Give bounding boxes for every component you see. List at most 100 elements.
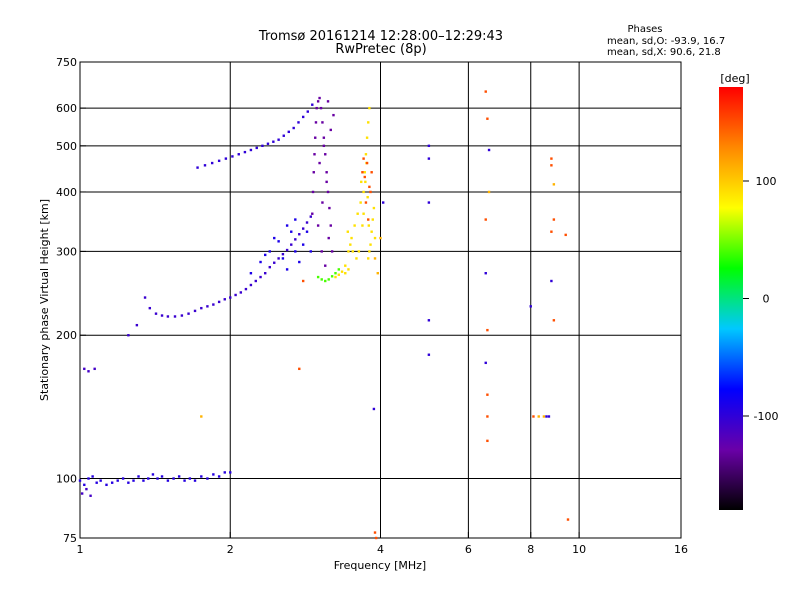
data-point [550,279,553,283]
data-point [353,224,356,227]
data-point [127,334,130,337]
data-point [427,353,431,356]
data-point [151,473,155,476]
data-point [285,248,289,252]
colorbar-tick-label: 0 [763,293,770,306]
data-point [234,293,237,297]
data-point [318,161,321,165]
data-point [314,121,318,124]
data-point [249,283,253,287]
data-point [173,315,177,318]
data-point [206,477,209,480]
data-point [484,90,487,93]
data-point [327,278,330,281]
data-point [484,272,487,275]
data-point [537,415,540,418]
data-point [328,206,331,210]
data-point [365,136,369,139]
data-point [183,479,186,482]
data-point [196,166,199,169]
data-point [223,298,226,301]
data-point [368,250,371,253]
plot-area: 1 2 4 6 8 10 16 75 100 200 300 400 500 600 750 [56,56,688,556]
data-point [355,257,358,260]
data-point [217,475,221,478]
colorbar: [deg] 100 0 -100 [719,72,778,510]
data-point [91,475,94,478]
data-point [243,150,247,154]
data-point [309,215,312,218]
data-point [239,291,243,294]
data-point [231,155,234,158]
data-point [350,236,353,240]
data-point [367,224,371,227]
chart-subtitle: RwPretec (8p) [335,42,426,57]
data-point [301,243,305,246]
data-point [370,230,373,233]
data-point [156,477,159,480]
data-point [357,250,361,253]
x-tick-label: 8 [527,543,534,556]
data-point [78,479,82,482]
data-point [564,233,567,237]
x-tick-label: 4 [377,543,384,556]
data-point [193,309,197,313]
data-point [264,272,267,275]
data-point [326,190,330,194]
data-point [160,314,164,317]
stats-line-x: mean, sd,X: 90.6, 21.8 [607,47,721,58]
data-point [362,212,365,215]
data-point [305,230,309,233]
data-point [330,275,334,278]
data-point [427,319,431,322]
data-point [212,303,215,306]
data-point [320,278,323,281]
data-point [552,218,556,221]
data-point [376,272,379,275]
data-point [237,153,240,156]
data-point [223,471,226,474]
data-point [337,268,341,271]
colorbar-tick-label: 100 [756,175,777,188]
data-point [566,518,570,521]
data-point [259,275,262,279]
data-point [369,243,372,246]
data-point [373,257,377,260]
data-point [285,268,289,271]
data-point [85,487,88,491]
data-point [277,240,280,243]
data-point [160,475,164,478]
data-point [381,201,385,204]
data-point [95,481,98,484]
data-point [427,201,431,204]
data-point [486,393,489,396]
data-point [272,140,275,143]
data-point [344,272,347,275]
data-point [332,113,335,117]
data-point [206,305,209,308]
data-point [255,146,258,150]
data-point [532,415,535,418]
data-point [311,212,314,215]
data-point [486,439,489,443]
data-point [351,250,354,253]
data-point [486,415,489,418]
data-point [370,171,373,174]
data-point [282,134,285,137]
data-point [486,117,489,120]
data-point [268,250,271,253]
data-point [361,224,364,227]
x-tick-label: 2 [227,543,234,556]
data-point [249,148,253,152]
y-axis-label: Stationary phase Virtual Height [km] [38,199,51,401]
x-tick-layer: 1 2 4 6 8 10 16 [77,532,688,556]
data-point [346,230,350,233]
data-point [177,475,181,478]
data-point [277,257,280,260]
data-point [266,142,270,145]
data-point [254,279,257,283]
data-point [330,250,334,253]
data-point [347,268,350,271]
data-point [372,206,376,210]
data-point [487,190,491,194]
